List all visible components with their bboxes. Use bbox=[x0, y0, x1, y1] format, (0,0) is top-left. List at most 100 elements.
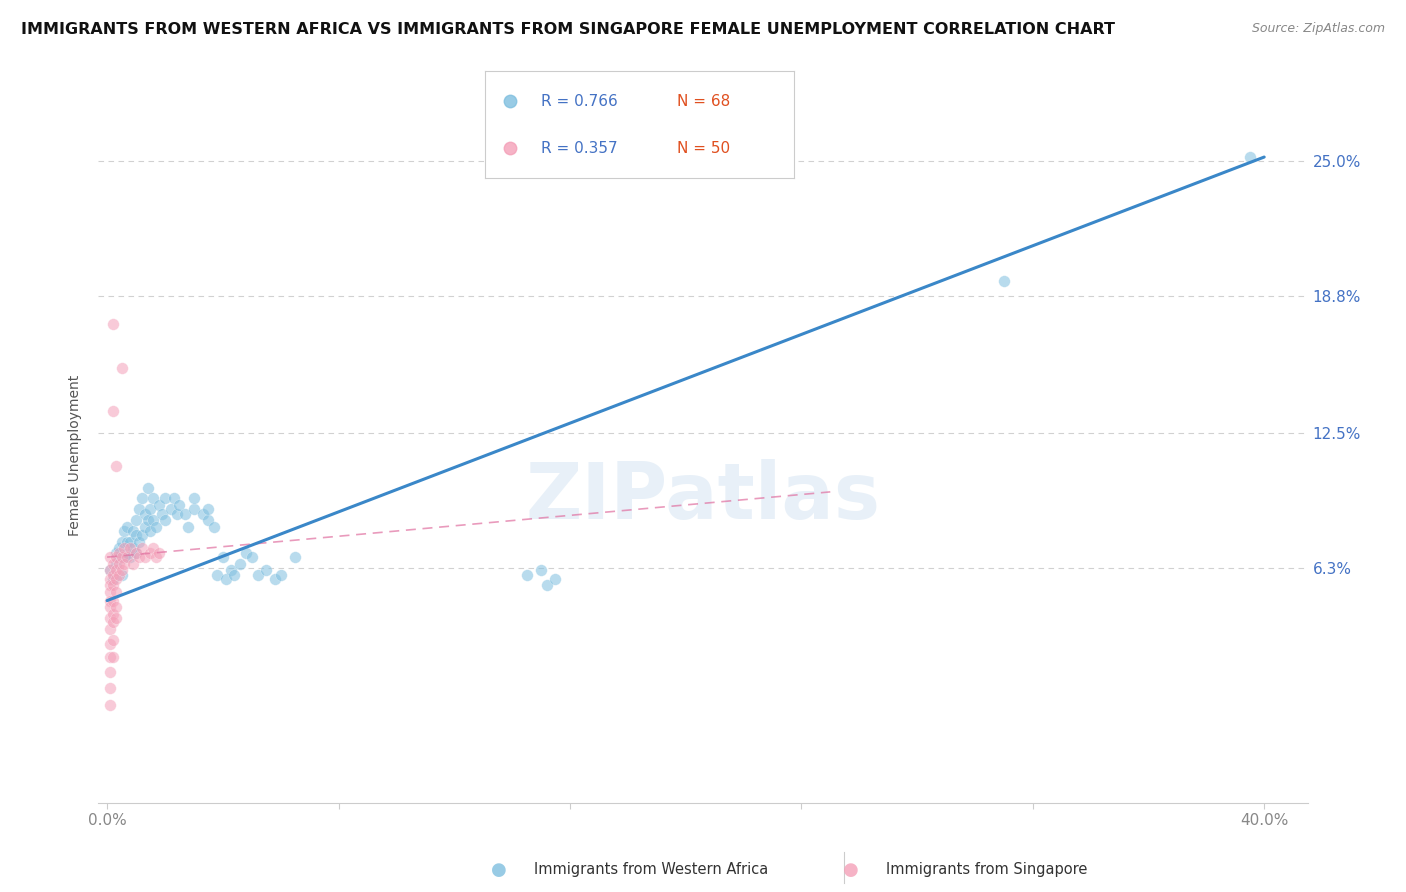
Point bbox=[136, 481, 159, 495]
Point bbox=[107, 567, 129, 582]
Text: R = 0.766: R = 0.766 bbox=[541, 94, 617, 109]
Point bbox=[128, 534, 150, 549]
Point bbox=[530, 563, 553, 577]
Point bbox=[98, 563, 121, 577]
Point bbox=[101, 318, 124, 332]
Point bbox=[122, 541, 145, 556]
Point bbox=[98, 600, 121, 615]
Point bbox=[104, 600, 127, 615]
Point bbox=[148, 498, 170, 512]
Point bbox=[166, 507, 188, 521]
Point bbox=[169, 498, 191, 512]
Text: N = 68: N = 68 bbox=[676, 94, 730, 109]
Point bbox=[117, 546, 139, 560]
Point bbox=[159, 502, 181, 516]
Point bbox=[270, 567, 292, 582]
Point bbox=[104, 458, 127, 473]
Point bbox=[98, 698, 121, 712]
Point bbox=[117, 519, 139, 533]
Point bbox=[104, 563, 127, 577]
Point bbox=[211, 550, 233, 565]
Point bbox=[101, 404, 124, 418]
Point bbox=[98, 650, 121, 665]
Point bbox=[142, 541, 165, 556]
Point bbox=[142, 491, 165, 506]
Text: ●: ● bbox=[491, 861, 508, 879]
Point bbox=[131, 528, 153, 542]
Point bbox=[205, 567, 228, 582]
Point bbox=[177, 519, 200, 533]
Point bbox=[114, 541, 136, 556]
Point bbox=[153, 513, 176, 527]
Point bbox=[122, 524, 145, 538]
Point bbox=[174, 507, 197, 521]
Point bbox=[134, 519, 156, 533]
Point bbox=[101, 572, 124, 586]
Point bbox=[139, 546, 162, 560]
Point bbox=[101, 650, 124, 665]
Point bbox=[515, 567, 537, 582]
Point bbox=[128, 502, 150, 516]
Point bbox=[264, 572, 287, 586]
Text: ZIPatlas: ZIPatlas bbox=[526, 458, 880, 534]
Point bbox=[131, 541, 153, 556]
Point bbox=[98, 622, 121, 636]
Point bbox=[221, 563, 243, 577]
Text: IMMIGRANTS FROM WESTERN AFRICA VS IMMIGRANTS FROM SINGAPORE FEMALE UNEMPLOYMENT : IMMIGRANTS FROM WESTERN AFRICA VS IMMIGR… bbox=[21, 22, 1115, 37]
Point bbox=[107, 541, 129, 556]
Point bbox=[98, 563, 121, 577]
Point bbox=[104, 557, 127, 571]
Point bbox=[120, 541, 142, 556]
Point bbox=[125, 546, 148, 560]
Point bbox=[536, 578, 558, 592]
Point bbox=[142, 513, 165, 527]
Point bbox=[240, 550, 263, 565]
Text: ●: ● bbox=[842, 861, 859, 879]
Point bbox=[104, 585, 127, 599]
Point bbox=[136, 513, 159, 527]
Point bbox=[183, 491, 205, 506]
Point bbox=[183, 502, 205, 516]
Text: Immigrants from Singapore: Immigrants from Singapore bbox=[886, 863, 1087, 877]
Point bbox=[162, 491, 184, 506]
Point bbox=[153, 491, 176, 506]
Point bbox=[98, 665, 121, 680]
Point bbox=[98, 681, 121, 695]
Point bbox=[145, 519, 167, 533]
Point bbox=[107, 557, 129, 571]
Point bbox=[107, 546, 129, 560]
Point bbox=[104, 546, 127, 560]
Point bbox=[98, 637, 121, 651]
Text: Immigrants from Western Africa: Immigrants from Western Africa bbox=[534, 863, 769, 877]
Point bbox=[117, 534, 139, 549]
Point bbox=[110, 567, 132, 582]
Point bbox=[993, 274, 1015, 288]
Point bbox=[197, 513, 219, 527]
Point bbox=[145, 550, 167, 565]
Point bbox=[101, 632, 124, 647]
Point bbox=[114, 524, 136, 538]
Point bbox=[110, 550, 132, 565]
Point bbox=[197, 502, 219, 516]
Point bbox=[125, 528, 148, 542]
Text: N = 50: N = 50 bbox=[676, 141, 730, 156]
Point bbox=[104, 550, 127, 565]
Point bbox=[114, 550, 136, 565]
Point bbox=[101, 593, 124, 607]
Point bbox=[284, 550, 307, 565]
Point bbox=[1239, 150, 1261, 164]
Point bbox=[125, 513, 148, 527]
Point bbox=[134, 507, 156, 521]
Point bbox=[120, 550, 142, 565]
Point bbox=[544, 572, 567, 586]
Point bbox=[110, 361, 132, 376]
Text: Source: ZipAtlas.com: Source: ZipAtlas.com bbox=[1251, 22, 1385, 36]
Point bbox=[104, 611, 127, 625]
Point bbox=[98, 578, 121, 592]
Point bbox=[98, 611, 121, 625]
Point bbox=[148, 546, 170, 560]
Point bbox=[254, 563, 277, 577]
Point bbox=[224, 567, 246, 582]
Point bbox=[110, 534, 132, 549]
Point bbox=[202, 519, 225, 533]
